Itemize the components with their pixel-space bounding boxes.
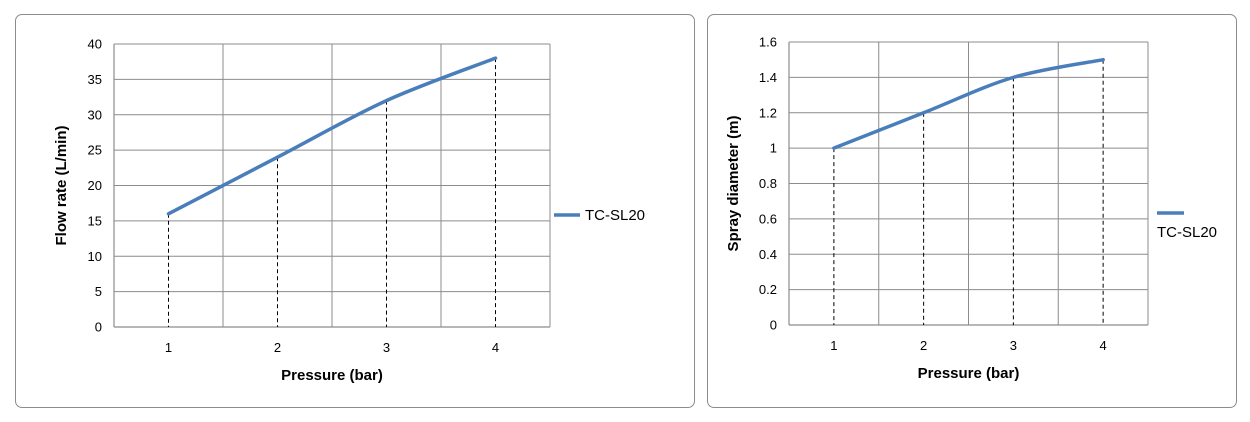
data-point <box>1101 58 1105 62</box>
y-tick-label: 15 <box>88 213 102 228</box>
y-tick-label: 1.4 <box>759 70 777 85</box>
legend-label: TC-SL20 <box>1157 224 1217 241</box>
data-point <box>276 155 279 159</box>
series-line <box>166 56 498 216</box>
flow-rate-chart: 0 5 10 15 20 25 30 35 40 1 2 3 4 TC-SL20 Pressure (bar… <box>53 37 645 385</box>
spray-diameter-chart-panel: 0 0.2 0.4 0.6 0.8 1 1.2 1.4 1.6 1 2 3 4 TC-SL20 Pressu… <box>707 14 1237 408</box>
y-tick-label: 0.8 <box>759 176 777 191</box>
data-point <box>832 146 836 150</box>
y-tick-label: 25 <box>88 143 102 158</box>
x-tick-label: 3 <box>383 340 390 355</box>
y-tick-label: 0 <box>95 320 102 335</box>
data-point <box>922 111 926 115</box>
x-tick-label: 2 <box>274 340 281 355</box>
legend-label: TC-SL20 <box>585 207 645 224</box>
y-tick-label: 0.4 <box>759 247 777 262</box>
y-tick-label: 1 <box>770 141 777 156</box>
x-tick-label: 3 <box>1010 338 1017 353</box>
series-line <box>832 57 1105 150</box>
y-tick-label: 0 <box>770 318 777 333</box>
y-tick-label: 20 <box>88 178 102 193</box>
y-tick-label: 30 <box>88 107 102 122</box>
flow-rate-chart-panel: 0 5 10 15 20 25 30 35 40 1 2 3 4 TC-SL20 Pressure (bar… <box>15 14 695 408</box>
y-tick-label: 10 <box>88 249 102 264</box>
y-tick-label: 1.6 <box>759 35 777 50</box>
y-tick-label: 1.2 <box>759 105 777 120</box>
data-point <box>494 56 497 60</box>
y-tick-label: 0.2 <box>759 282 777 297</box>
spray-diameter-chart: 0 0.2 0.4 0.6 0.8 1 1.2 1.4 1.6 1 2 3 4 TC-SL20 Pressu… <box>725 35 1217 383</box>
x-axis-title: Pressure (bar) <box>281 367 383 384</box>
x-tick-label: 4 <box>1100 338 1107 353</box>
x-tick-label: 1 <box>830 338 837 353</box>
y-axis-title: Spray diameter (m) <box>725 116 742 252</box>
data-point <box>385 99 388 103</box>
y-tick-label: 40 <box>88 37 102 52</box>
y-tick-label: 35 <box>88 72 102 87</box>
y-tick-label: 0.6 <box>759 211 777 226</box>
data-point <box>167 212 170 216</box>
data-point <box>1011 75 1015 79</box>
x-axis-title: Pressure (bar) <box>918 365 1020 382</box>
x-tick-label: 2 <box>920 338 927 353</box>
x-tick-label: 4 <box>492 340 499 355</box>
y-tick-label: 5 <box>95 284 102 299</box>
x-tick-label: 1 <box>165 340 172 355</box>
y-axis-title: Flow rate (L/min) <box>53 125 70 245</box>
